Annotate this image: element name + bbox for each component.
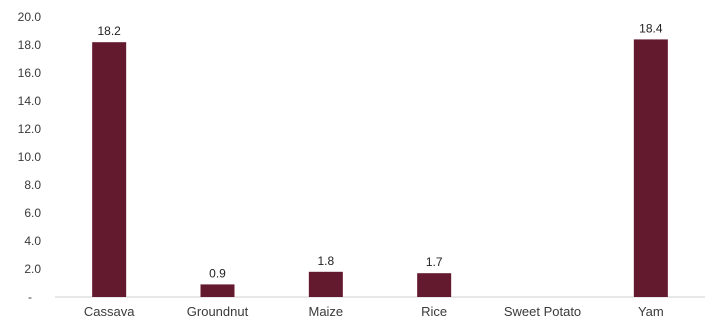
x-category-label: Cassava xyxy=(84,304,135,319)
y-tick-label: 14.0 xyxy=(18,94,42,108)
bar-groundnut xyxy=(200,284,235,297)
y-tick-label: 12.0 xyxy=(18,122,42,136)
data-label: 18.4 xyxy=(639,21,663,35)
data-label: 1.8 xyxy=(317,254,334,268)
bar-yam xyxy=(633,39,668,298)
bar-maize xyxy=(308,271,343,297)
y-tick-label: 20.0 xyxy=(18,10,42,24)
y-tick-label: 2.0 xyxy=(24,262,41,276)
bar-rice xyxy=(417,273,452,297)
y-tick-label: 18.0 xyxy=(18,38,42,52)
x-axis-categories: Cassava Groundnut Maize Rice Sweet Potato Yam xyxy=(84,304,664,319)
bar-cassava xyxy=(92,42,127,298)
y-axis-ticks: - 2.0 4.0 6.0 8.0 10.0 12.0 14.0 16.0 18.0 20.0 xyxy=(18,10,42,304)
y-tick-label: 16.0 xyxy=(18,66,42,80)
x-category-label: Yam xyxy=(638,304,664,319)
bars xyxy=(92,39,668,298)
data-label: 18.2 xyxy=(97,24,121,38)
y-tick-label: 10.0 xyxy=(18,150,42,164)
x-category-label: Rice xyxy=(421,304,447,319)
y-tick-label: 6.0 xyxy=(24,206,41,220)
y-tick-label: 4.0 xyxy=(24,234,41,248)
data-labels: 18.2 0.9 1.8 1.7 18.4 xyxy=(97,21,662,280)
x-category-label: Groundnut xyxy=(187,304,249,319)
x-category-label: Sweet Potato xyxy=(504,304,581,319)
y-tick-label: 8.0 xyxy=(24,178,41,192)
data-label: 0.9 xyxy=(209,266,226,280)
y-tick-label: - xyxy=(28,290,32,304)
x-category-label: Maize xyxy=(308,304,343,319)
data-label: 1.7 xyxy=(426,255,443,269)
